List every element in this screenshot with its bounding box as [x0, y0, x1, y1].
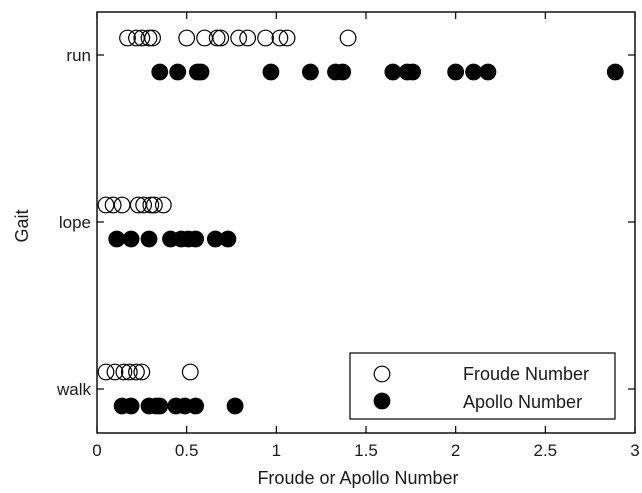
y-tick-label-run: run — [66, 46, 91, 65]
froude-point-run — [230, 29, 248, 47]
froude-point-run — [144, 29, 161, 47]
x-tick-label: 0.5 — [175, 441, 199, 460]
legend-froude-label: Froude Number — [463, 364, 589, 384]
apollo-point-run — [606, 63, 624, 81]
froude-point-lope — [113, 196, 131, 214]
froude-point-run — [257, 29, 274, 47]
froude-point-run — [178, 29, 196, 47]
froude-point-walk — [128, 363, 145, 381]
apollo-point-run — [447, 63, 465, 81]
froude-point-lope — [142, 196, 160, 214]
froude-point-walk — [120, 363, 138, 381]
apollo-point-run — [384, 63, 402, 81]
x-axis-ticks: 0 0.5 1 1.5 2 2.5 3 — [92, 12, 640, 460]
froude-point-lope — [154, 196, 172, 214]
froude-point-walk — [115, 363, 133, 381]
apollo-point-run — [151, 63, 169, 81]
apollo-point-walk — [226, 397, 244, 415]
apollo-point-lope — [140, 230, 158, 248]
froude-point-run — [133, 29, 151, 47]
apollo-point-lope — [122, 230, 140, 248]
x-tick-label: 1 — [272, 441, 281, 460]
x-tick-label: 2 — [451, 441, 460, 460]
legend: Froude Number Apollo Number — [349, 352, 616, 420]
froude-point-walk — [97, 363, 115, 381]
legend-apollo-label: Apollo Number — [463, 392, 582, 412]
y-axis-label: Gait — [12, 209, 32, 242]
froude-point-lope — [104, 196, 122, 214]
apollo-point-run — [404, 63, 422, 81]
apollo-point-run — [192, 63, 210, 81]
froude-point-run — [140, 29, 158, 47]
apollo-point-walk — [151, 397, 169, 415]
legend-box — [349, 352, 616, 420]
froude-point-walk — [133, 363, 151, 381]
froude-point-walk — [106, 363, 124, 381]
froude-point-run — [239, 29, 257, 47]
x-axis-label: Froude or Apollo Number — [257, 468, 458, 488]
apollo-point-run — [169, 63, 187, 81]
froude-point-run — [208, 29, 226, 47]
apollo-point-walk — [187, 397, 205, 415]
froude-point-run — [278, 29, 296, 47]
apollo-point-run — [302, 63, 319, 81]
x-tick-label: 1.5 — [354, 441, 378, 460]
froude-point-lope — [135, 196, 153, 214]
y-axis-ticks: walk lope run — [56, 46, 635, 399]
legend-froude-marker — [373, 365, 391, 383]
plot-area-frame — [96, 11, 636, 434]
y-tick-label-walk: walk — [56, 380, 92, 399]
froude-point-run — [212, 29, 230, 47]
apollo-point-run — [465, 63, 483, 81]
y-tick-label-lope: lope — [59, 213, 91, 232]
apollo-point-run — [334, 63, 352, 81]
legend-apollo-marker — [373, 392, 391, 410]
froude-point-run — [339, 29, 357, 47]
apollo-point-walk — [122, 397, 140, 415]
froude-point-run — [271, 29, 289, 47]
x-tick-label: 2.5 — [534, 441, 558, 460]
froude-point-walk — [181, 363, 199, 381]
froude-point-lope — [145, 196, 163, 214]
froude-point-run — [119, 29, 136, 47]
apollo-point-lope — [108, 230, 126, 248]
apollo-point-lope — [219, 230, 237, 248]
data-points — [97, 29, 624, 415]
apollo-point-run — [479, 63, 497, 81]
apollo-point-run — [262, 63, 280, 81]
x-tick-label: 0 — [92, 441, 101, 460]
apollo-point-lope — [187, 230, 205, 248]
x-tick-label: 3 — [630, 441, 639, 460]
